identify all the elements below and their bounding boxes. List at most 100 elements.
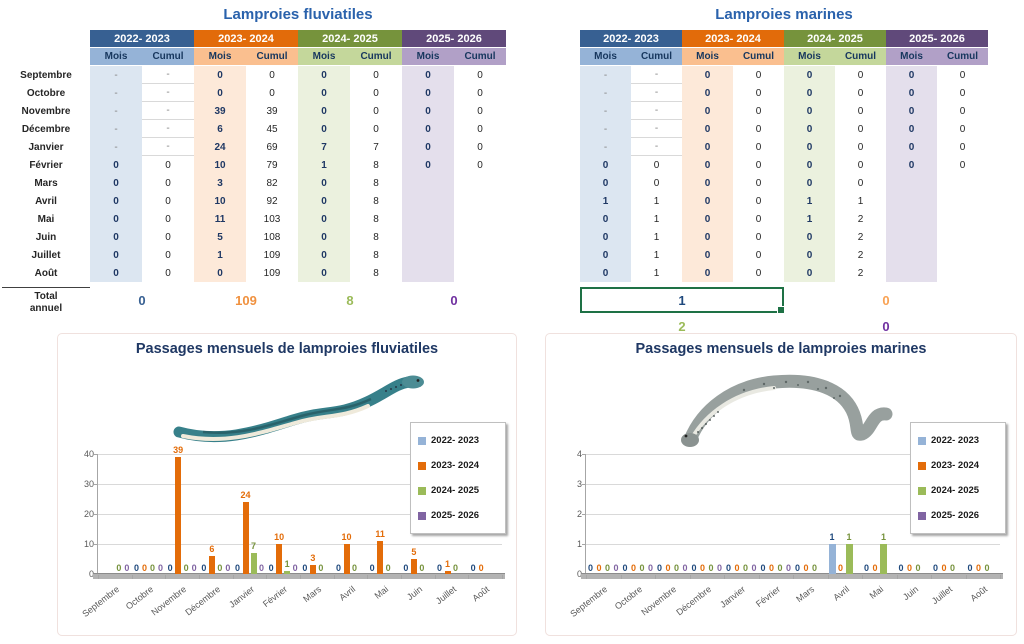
table-cell[interactable]: 103	[263, 213, 281, 225]
annual-total-value[interactable]: 109	[235, 292, 257, 308]
table-cell[interactable]	[886, 264, 937, 282]
year-header-2024-2025[interactable]: 2024- 2025	[298, 30, 402, 47]
table-cell[interactable]: 1	[653, 231, 660, 243]
table-cell[interactable]: -	[631, 138, 682, 156]
bar-2023-2024[interactable]	[377, 541, 384, 574]
table-cell[interactable]: 0	[90, 264, 142, 282]
table-cell[interactable]: -	[142, 138, 194, 156]
table-cell[interactable]: 0	[857, 105, 864, 117]
table-cell[interactable]: 69	[266, 141, 278, 153]
year-header-2025-2026[interactable]: 2025- 2026	[402, 30, 506, 47]
table-cell[interactable]: 0	[165, 159, 171, 171]
annual-total-value[interactable]: 0	[882, 292, 890, 308]
table-cell[interactable]: 0	[373, 69, 379, 81]
table-cell[interactable]: 8	[373, 177, 379, 189]
table-cell[interactable]	[402, 264, 454, 282]
table-cell[interactable]: 39	[194, 102, 246, 120]
chart-legend[interactable]: 2022- 2023 2023- 2024 2024- 2025 2025- 2026	[410, 422, 506, 534]
table-cell[interactable]: 82	[266, 177, 278, 189]
table-cell[interactable]: 7	[298, 138, 350, 156]
table-cell[interactable]: 0	[298, 192, 350, 210]
cumul-column-header[interactable]: Cumul	[350, 48, 402, 65]
table-cell[interactable]: 0	[298, 228, 350, 246]
cumul-column-header[interactable]: Cumul	[631, 48, 682, 65]
table-cell[interactable]: -	[90, 138, 142, 156]
table-cell[interactable]: 0	[959, 123, 966, 135]
table-cell[interactable]: 0	[886, 138, 937, 156]
table-cell[interactable]: 1	[784, 210, 835, 228]
table-cell[interactable]: 0	[682, 264, 733, 282]
annual-total-value[interactable]: 0	[882, 318, 890, 334]
table-cell[interactable]: 8	[373, 267, 379, 279]
table-cell[interactable]: 0	[402, 156, 454, 174]
table-cell[interactable]	[886, 246, 937, 264]
table-cell[interactable]: 0	[165, 213, 171, 225]
table-cell[interactable]: 0	[682, 120, 733, 138]
table-cell[interactable]: 0	[477, 159, 483, 171]
cumul-column-header[interactable]: Cumul	[733, 48, 784, 65]
bar-2024-2025[interactable]	[880, 544, 887, 574]
table-cell[interactable]	[886, 228, 937, 246]
table-cell[interactable]: 1	[857, 195, 864, 207]
table-cell[interactable]: 0	[886, 102, 937, 120]
table-cell[interactable]: 0	[857, 87, 864, 99]
chart-marines[interactable]: Passages mensuels de lamproies marines 0…	[545, 333, 1017, 636]
table-cell[interactable]: 0	[477, 141, 483, 153]
table-cell[interactable]: 24	[194, 138, 246, 156]
table-cell[interactable]: 79	[266, 159, 278, 171]
cumul-column-header[interactable]: Cumul	[454, 48, 506, 65]
annual-total-value[interactable]: 0	[138, 292, 146, 308]
table-cell[interactable]: 11	[194, 210, 246, 228]
table-cell[interactable]: 0	[755, 231, 762, 243]
table-cell[interactable]: 0	[298, 264, 350, 282]
table-cell[interactable]: 0	[580, 174, 631, 192]
table-cell[interactable]: 0	[784, 174, 835, 192]
table-cell[interactable]: 0	[402, 66, 454, 84]
mois-column-header[interactable]: Mois	[784, 48, 835, 65]
table-cell[interactable]	[454, 192, 506, 210]
table-cell[interactable]: -	[580, 120, 631, 138]
table-cell[interactable]: 0	[682, 246, 733, 264]
table-cell[interactable]: 0	[755, 249, 762, 261]
table-cell[interactable]: -	[580, 138, 631, 156]
table-cell[interactable]: 0	[784, 228, 835, 246]
table-cell[interactable]: 0	[682, 138, 733, 156]
table-cell[interactable]: 0	[886, 156, 937, 174]
table-cell[interactable]: 45	[266, 123, 278, 135]
table-cell[interactable]	[402, 246, 454, 264]
table-cell[interactable]: 1	[653, 249, 660, 261]
table-cell[interactable]: 1	[194, 246, 246, 264]
year-header-2022-2023[interactable]: 2022- 2023	[90, 30, 194, 47]
table-cell[interactable]: 0	[857, 69, 864, 81]
table-cell[interactable]: 10	[194, 192, 246, 210]
table-cell[interactable]: 39	[266, 105, 278, 117]
table-cell[interactable]: 0	[784, 264, 835, 282]
bar-2023-2024[interactable]	[309, 565, 316, 574]
table-cell[interactable]: 0	[959, 105, 966, 117]
table-cell[interactable]: 0	[857, 159, 864, 171]
table-cell[interactable]: 0	[755, 123, 762, 135]
table-cell[interactable]: 7	[373, 141, 379, 153]
table-cell[interactable]: 0	[373, 87, 379, 99]
bar-2023-2024[interactable]	[208, 556, 215, 574]
table-cell[interactable]: 0	[784, 66, 835, 84]
table-cell[interactable]: 8	[373, 231, 379, 243]
table-cell[interactable]: 0	[886, 84, 937, 102]
table-cell[interactable]: 0	[682, 210, 733, 228]
table-cell[interactable]: 0	[682, 156, 733, 174]
table-cell[interactable]: 1	[784, 192, 835, 210]
table-cell[interactable]: 0	[402, 84, 454, 102]
table-cell[interactable]: 0	[298, 66, 350, 84]
table-cell[interactable]: 0	[477, 123, 483, 135]
year-header-2023-2024[interactable]: 2023- 2024	[194, 30, 298, 47]
table-cell[interactable]: 0	[165, 267, 171, 279]
table-cell[interactable]: 0	[477, 87, 483, 99]
table-cell[interactable]: -	[90, 120, 142, 138]
table-cell[interactable]	[886, 192, 937, 210]
table-cell[interactable]: 0	[165, 249, 171, 261]
table-cell[interactable]: 0	[194, 264, 246, 282]
table-cell[interactable]	[402, 174, 454, 192]
table-cell[interactable]: -	[580, 102, 631, 120]
year-header-2024-2025[interactable]: 2024- 2025	[784, 30, 886, 47]
table-cell[interactable]: 0	[755, 213, 762, 225]
